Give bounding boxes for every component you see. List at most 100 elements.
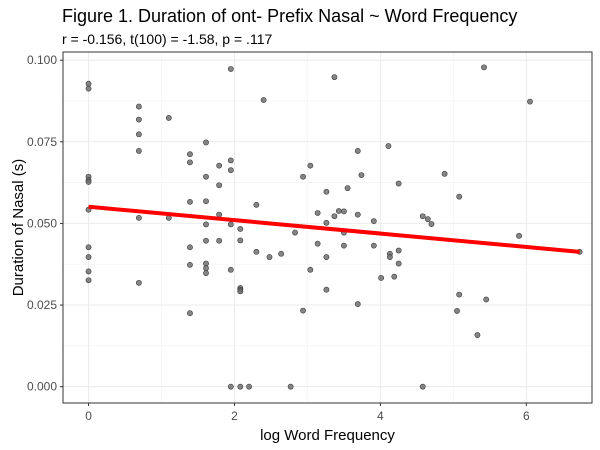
data-point [187,244,193,251]
data-point [187,198,193,205]
data-point [135,131,142,138]
data-point [203,270,209,276]
data-point [307,162,314,169]
data-point [85,80,92,87]
data-point [216,162,223,169]
data-point [300,173,306,180]
data-point [227,167,234,174]
data-point [253,201,260,208]
fit-line-group [88,204,580,254]
data-point [227,66,234,72]
grid-minor [63,52,592,403]
data-point [237,288,244,295]
data-point [227,157,234,164]
data-point [203,221,209,228]
data-point [395,247,402,254]
y-tick-label: 0.000 [27,380,57,394]
chart-title: Figure 1. Duration of ont- Prefix Nasal … [62,6,518,26]
data-points [85,64,583,390]
data-point [354,301,361,307]
data-point [391,273,398,280]
data-point [335,208,342,214]
y-tick-label: 0.050 [27,216,57,230]
data-point [341,242,347,249]
x-axis: 0 2 4 6 [85,403,530,423]
data-point [395,180,402,187]
data-point [527,98,533,105]
x-tick-label: 4 [377,409,384,423]
y-tick-label: 0.100 [27,53,57,67]
data-point [323,188,330,195]
data-point [135,279,142,286]
data-point [227,383,234,390]
data-point [187,310,193,317]
data-point [354,148,361,154]
data-point [292,229,298,236]
data-point [481,64,487,71]
data-point [187,261,193,268]
data-point [165,115,172,121]
data-point [456,193,463,200]
data-point [135,103,142,110]
data-point [307,266,314,273]
data-point [424,216,431,223]
data-point [203,173,209,180]
data-point [441,170,448,177]
x-tick-label: 6 [523,409,530,423]
data-point [85,254,92,260]
x-tick-label: 2 [231,409,238,423]
data-point [454,308,460,314]
data-point [331,213,338,220]
data-point [344,185,351,192]
data-point [456,291,463,298]
y-axis: 0.000 0.025 0.050 0.075 0.100 [27,53,63,394]
y-axis-title: Duration of Nasal (s) [10,159,27,297]
x-axis-title: log Word Frequency [260,427,395,444]
data-point [227,266,234,273]
y-tick-label: 0.025 [27,298,57,312]
data-point [216,182,223,189]
data-point [323,254,330,260]
data-point [237,237,244,244]
data-point [246,383,252,390]
data-point [85,179,92,185]
data-point [203,265,209,272]
data-point [300,307,306,314]
y-tick-label: 0.075 [27,135,57,149]
data-point [323,219,330,226]
data-point [135,148,142,154]
data-point [395,260,402,267]
data-point [323,286,330,293]
data-point [85,85,92,92]
data-point [386,254,393,260]
data-point [287,383,294,390]
data-point [85,268,92,275]
data-point [216,237,223,244]
data-point [216,211,223,218]
data-point [331,74,338,81]
x-tick-label: 0 [85,409,92,423]
data-point [253,248,260,255]
data-point [237,383,244,390]
data-point [428,221,435,227]
data-point [203,139,209,146]
data-point [203,198,209,205]
data-point [227,221,234,228]
data-point [260,97,267,103]
data-point [85,244,92,251]
data-point [385,143,392,149]
chart-subtitle: r = -0.156, t(100) = -1.58, p = .117 [62,31,273,47]
data-point [135,214,142,221]
data-point [314,210,321,216]
panel-border [62,51,593,404]
data-point [354,211,361,218]
data-point [341,208,347,215]
data-point [358,172,365,178]
data-point [378,275,385,281]
data-point [419,213,426,220]
data-point [135,116,142,123]
data-point [266,254,273,260]
data-point [278,250,285,257]
